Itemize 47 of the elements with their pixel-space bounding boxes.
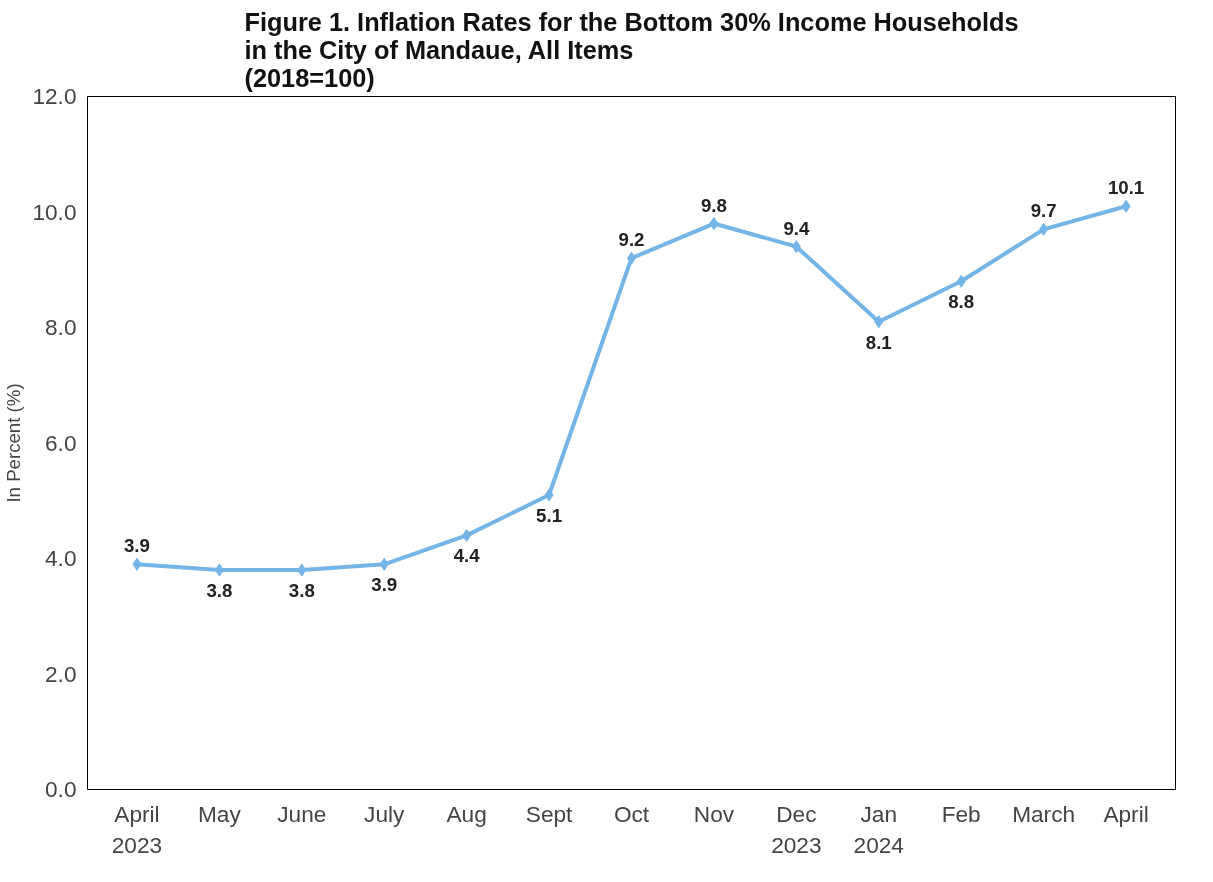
x-tick-label: May bbox=[197, 800, 242, 827]
point bbox=[1039, 222, 1049, 236]
data-label: 3.8 bbox=[288, 580, 315, 602]
y-tick-label: 0.0 bbox=[45, 776, 77, 802]
y-axis-title: In Percent (%) bbox=[3, 383, 25, 503]
x-tick-label: Dec 2023 bbox=[771, 800, 822, 858]
point bbox=[874, 315, 884, 329]
point bbox=[709, 217, 719, 231]
point bbox=[132, 557, 142, 571]
x-tick-label: Feb bbox=[941, 800, 981, 827]
data-label: 8.1 bbox=[865, 331, 892, 353]
x-tick-label: Jan 2024 bbox=[853, 800, 904, 858]
x-tick-label: Sept bbox=[525, 800, 574, 827]
x-tick-label: April 2023 bbox=[111, 800, 163, 858]
y-tick-label: 8.0 bbox=[45, 314, 77, 340]
point bbox=[544, 488, 554, 502]
data-label: 9.4 bbox=[783, 217, 810, 239]
data-label: 5.1 bbox=[536, 504, 563, 526]
data-label: 8.8 bbox=[948, 291, 975, 313]
data-label: 4.4 bbox=[453, 545, 481, 567]
y-tick-label: 2.0 bbox=[45, 660, 77, 687]
y-tick-label: 10.0 bbox=[32, 198, 77, 225]
data-label: 9.8 bbox=[700, 194, 727, 216]
x-tick-label: Nov bbox=[693, 800, 735, 827]
point bbox=[1121, 199, 1131, 213]
x-tick-label: Aug bbox=[446, 800, 487, 827]
data-label: 9.7 bbox=[1030, 200, 1057, 222]
chart-title: Figure 1. Inflation Rates for the Bottom 30% Income Households in the City of Mandaue, All Items (2018=100) bbox=[244, 7, 1019, 92]
data-label: 3.9 bbox=[123, 535, 150, 557]
point bbox=[791, 240, 801, 254]
point bbox=[297, 563, 307, 577]
data-label: 9.2 bbox=[618, 229, 645, 251]
x-tick-label: April bbox=[1103, 800, 1149, 827]
x-tick-label: July bbox=[364, 800, 406, 827]
x-tick-label: June bbox=[277, 800, 327, 827]
data-label: 10.1 bbox=[1107, 177, 1145, 199]
point bbox=[379, 557, 389, 571]
data-label: 3.9 bbox=[371, 574, 398, 596]
data-label: 3.8 bbox=[206, 580, 233, 602]
y-tick-label: 12.0 bbox=[32, 83, 77, 109]
x-tick-label: March bbox=[1012, 800, 1076, 827]
point bbox=[214, 563, 224, 577]
x-tick-label: Oct bbox=[613, 800, 650, 827]
y-tick-label: 4.0 bbox=[45, 545, 77, 571]
point bbox=[956, 274, 966, 288]
point bbox=[462, 528, 472, 542]
y-tick-label: 6.0 bbox=[45, 429, 77, 456]
